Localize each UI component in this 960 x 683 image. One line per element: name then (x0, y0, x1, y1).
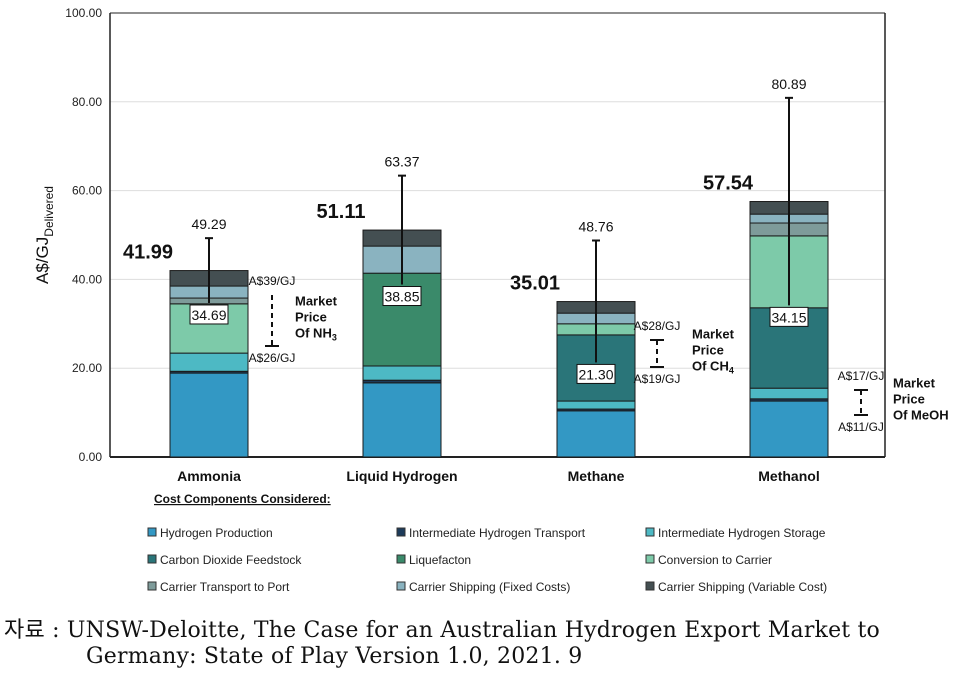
total-label: 41.99 (123, 242, 173, 264)
x-tick-label: Methane (568, 468, 625, 484)
bar-segment (556, 400, 636, 410)
source-caption-line-2: Germany: State of Play Version 1.0, 2021… (86, 644, 583, 669)
error-low-label: 34.69 (191, 307, 226, 323)
x-tick-label: Ammonia (177, 468, 241, 484)
legend-swatch (396, 527, 406, 537)
y-tick-label: 100.00 (65, 6, 102, 20)
market-price-title: Market (295, 294, 338, 309)
x-tick-label: Liquid Hydrogen (346, 468, 457, 484)
total-label: 57.54 (703, 173, 754, 195)
market-price-title: Price (893, 392, 925, 407)
error-high-label: 63.37 (384, 154, 419, 170)
y-tick-label: 40.00 (72, 272, 102, 286)
stacked-bar-chart: 0.00 20.00 40.00 60.00 80.00 100.00 A$/GJDeliv… (33, 6, 949, 594)
market-price-title: Market (893, 376, 936, 391)
error-high-label: 80.89 (771, 76, 806, 92)
error-low-label: 38.85 (384, 289, 419, 305)
market-price-high-label: A$39/GJ (249, 274, 296, 288)
market-price-high-label: A$17/GJ (838, 369, 885, 383)
bar-segment (169, 352, 249, 372)
error-low-label-box (769, 306, 809, 327)
error-low-label-box (576, 363, 616, 384)
bar-segment (362, 365, 442, 381)
market-price-high-label: A$28/GJ (634, 319, 681, 333)
legend-label: Intermediate Hydrogen Transport (409, 526, 586, 540)
error-low-label-box (382, 286, 422, 307)
bar-segment (749, 400, 829, 458)
market-price-low-label: A$11/GJ (838, 420, 884, 434)
legend-swatch (147, 581, 157, 591)
market-price-low-label: A$26/GJ (249, 351, 296, 365)
y-axis-label: A$/GJDelivered (33, 186, 56, 284)
y-axis-label-subscript: Delivered (42, 186, 56, 237)
y-tick-label: 0.00 (79, 450, 103, 464)
market-price-title: Price (295, 310, 327, 325)
bar-segment (749, 387, 829, 400)
bar-segment (556, 410, 636, 458)
error-low-label-box (189, 304, 229, 325)
legend-label: Carrier Shipping (Fixed Costs) (409, 580, 570, 594)
bar-segment (169, 372, 249, 458)
total-label: 35.01 (510, 273, 560, 295)
y-axis-label-main: A$/GJ (33, 237, 52, 284)
legend-label: Carrier Shipping (Variable Cost) (658, 580, 827, 594)
error-high-label: 49.29 (191, 216, 226, 232)
market-price-title: Of MeOH (893, 408, 949, 423)
legend-swatch (645, 527, 655, 537)
y-tick-label: 20.00 (72, 361, 102, 375)
error-low-label: 34.15 (771, 309, 806, 325)
legend-label: Liquefacton (409, 553, 471, 567)
market-price-title: Of NH3 (295, 326, 337, 343)
legend-swatch (147, 554, 157, 564)
y-tick-label: 80.00 (72, 95, 102, 109)
legend-swatch (396, 581, 406, 591)
market-price-title-subscript: 3 (332, 333, 337, 343)
market-price-title-subscript: 4 (729, 366, 734, 376)
legend-label: Intermediate Hydrogen Storage (658, 526, 826, 540)
x-tick-label: Methanol (758, 468, 819, 484)
market-price-title: Price (692, 343, 724, 358)
legend-swatch (645, 554, 655, 564)
error-high-label: 48.76 (578, 219, 613, 235)
error-low-label: 21.30 (578, 366, 613, 382)
market-price-low-label: A$19/GJ (634, 372, 681, 386)
total-label: 51.11 (317, 201, 366, 223)
legend-label: Conversion to Carrier (658, 553, 772, 567)
legend-label: Carrier Transport to Port (160, 580, 290, 594)
legend-label: Carbon Dioxide Feedstock (160, 553, 302, 567)
bar-segment (362, 382, 442, 458)
legend-swatch (645, 581, 655, 591)
market-price-title: Of CH4 (692, 359, 734, 376)
y-tick-label: 60.00 (72, 184, 102, 198)
legend-title: Cost Components Considered: (154, 492, 331, 506)
legend-label: Hydrogen Production (160, 526, 273, 540)
legend-swatch (396, 554, 406, 564)
market-price-title: Market (692, 327, 735, 342)
source-caption-line-1: 자료 : UNSW-Deloitte, The Case for an Aust… (4, 618, 881, 643)
legend-swatch (147, 527, 157, 537)
